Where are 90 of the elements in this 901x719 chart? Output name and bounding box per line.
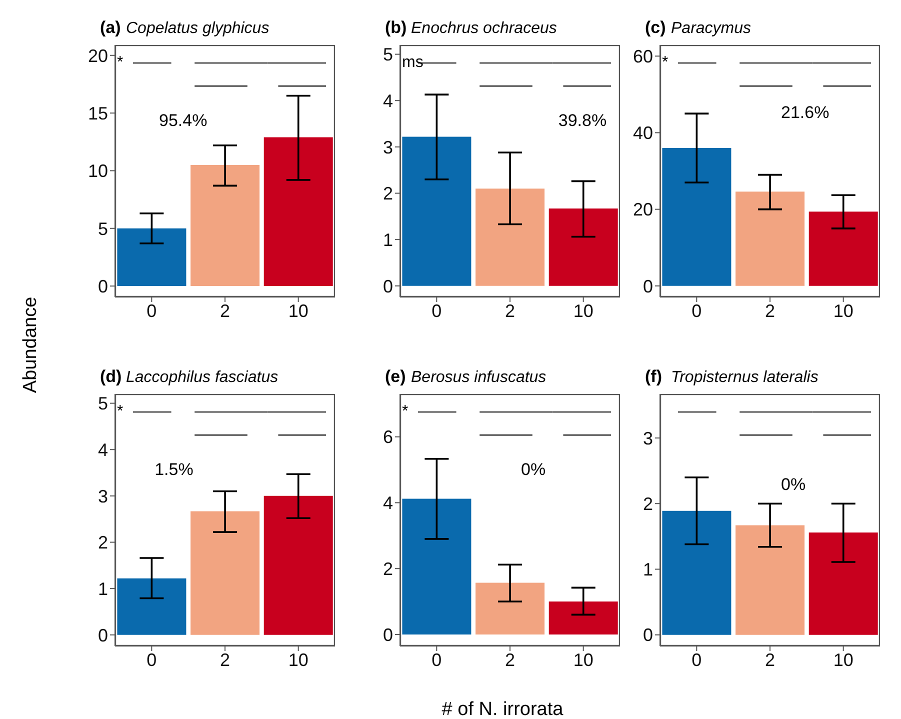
y-tick-label: 1 xyxy=(642,560,653,580)
y-tick-label: 1 xyxy=(382,230,393,250)
annotation: 21.6% xyxy=(781,103,830,124)
x-tick-label: 0 xyxy=(692,300,702,321)
bar xyxy=(117,578,186,635)
annotation: ms xyxy=(402,54,424,72)
bar xyxy=(264,496,333,635)
y-tick-label: 0 xyxy=(98,276,108,296)
bar xyxy=(736,525,805,635)
x-tick-label: 10 xyxy=(573,650,594,670)
chart-title: (a) xyxy=(100,18,121,38)
annotation: 0% xyxy=(781,474,806,495)
y-tick-label: 5 xyxy=(98,218,108,239)
chart-title: (b) xyxy=(385,18,407,38)
chart-subtitle: Copelatus glyphicus xyxy=(126,20,270,38)
y-tick-label: 20 xyxy=(632,200,653,220)
y-tick-label: 2 xyxy=(98,532,108,553)
bar xyxy=(476,582,545,634)
annotation: * xyxy=(402,402,408,421)
y-tick-label: 3 xyxy=(382,137,393,158)
bar xyxy=(476,188,545,286)
x-tick-label: 2 xyxy=(220,300,230,321)
annotation: * xyxy=(662,54,668,72)
y-tick-label: 0 xyxy=(642,625,653,646)
x-axis-title: # of N. irrorata xyxy=(440,699,564,719)
x-tick-label: 0 xyxy=(432,650,442,670)
y-tick-label: 40 xyxy=(632,123,653,144)
chart-title: (e) xyxy=(385,367,406,387)
x-tick-label: 0 xyxy=(692,650,702,670)
y-tick-label: 0 xyxy=(382,276,393,296)
bar xyxy=(662,510,732,635)
bar xyxy=(808,212,878,286)
chart-title: (f) xyxy=(645,367,662,387)
annotation: 0% xyxy=(521,460,546,480)
x-tick-label: 2 xyxy=(504,650,516,670)
x-tick-label: 2 xyxy=(220,650,230,670)
bar xyxy=(190,164,260,286)
chart-subtitle: Paracymus xyxy=(671,20,752,38)
y-tick-label: 20 xyxy=(88,46,108,66)
y-tick-label: 10 xyxy=(88,161,108,182)
y-tick-label: 3 xyxy=(98,486,108,506)
y-tick-label: 60 xyxy=(632,46,653,66)
x-tick-label: 0 xyxy=(432,300,442,321)
y-tick-label: 2 xyxy=(642,494,653,514)
x-tick-label: 2 xyxy=(504,300,516,321)
y-tick-label: 15 xyxy=(88,103,108,124)
x-tick-label: 10 xyxy=(833,650,854,670)
y-axis-title: Abundance xyxy=(20,296,42,393)
y-tick-label: 2 xyxy=(382,558,393,579)
chart-subtitle: Berosus infuscatus xyxy=(411,369,546,387)
x-tick-label: 10 xyxy=(573,300,594,321)
chart-title: (d) xyxy=(100,367,122,387)
x-tick-label: 10 xyxy=(288,300,308,321)
x-tick-label: 10 xyxy=(288,650,308,670)
y-tick-label: 4 xyxy=(98,440,108,460)
x-tick-label: 0 xyxy=(146,650,157,670)
bar xyxy=(264,137,333,286)
bar xyxy=(190,511,260,635)
x-tick-label: 0 xyxy=(146,300,157,321)
annotation: * xyxy=(117,54,124,72)
annotation: 1.5% xyxy=(154,460,194,480)
chart-subtitle: Laccophilus fasciatus xyxy=(126,369,278,387)
chart-subtitle: Enochrus ochraceus xyxy=(411,20,557,38)
chart-subtitle: Tropisternus lateralis xyxy=(671,369,818,387)
x-tick-label: 2 xyxy=(764,300,776,321)
y-tick-label: 0 xyxy=(382,624,393,645)
y-tick-label: 5 xyxy=(98,394,108,414)
y-tick-label: 0 xyxy=(642,276,653,296)
chart-title: (c) xyxy=(645,18,666,38)
x-tick-label: 2 xyxy=(764,650,776,670)
bar xyxy=(548,602,618,634)
y-tick-label: 3 xyxy=(642,428,653,448)
x-tick-label: 10 xyxy=(833,300,854,321)
y-tick-label: 4 xyxy=(382,493,393,514)
bar xyxy=(662,148,732,286)
y-tick-label: 0 xyxy=(98,625,108,646)
bar xyxy=(548,208,618,286)
bar xyxy=(117,228,186,286)
y-tick-label: 1 xyxy=(98,578,108,599)
y-tick-label: 6 xyxy=(382,427,393,448)
annotation: 95.4% xyxy=(159,110,208,131)
annotation: * xyxy=(117,402,124,421)
y-tick-label: 2 xyxy=(382,184,393,204)
y-tick-label: 5 xyxy=(382,44,393,65)
bar xyxy=(736,192,805,286)
bar xyxy=(402,136,472,286)
annotation: 39.8% xyxy=(558,110,607,131)
bar xyxy=(402,498,472,634)
y-tick-label: 4 xyxy=(382,90,393,111)
bar xyxy=(808,532,878,635)
